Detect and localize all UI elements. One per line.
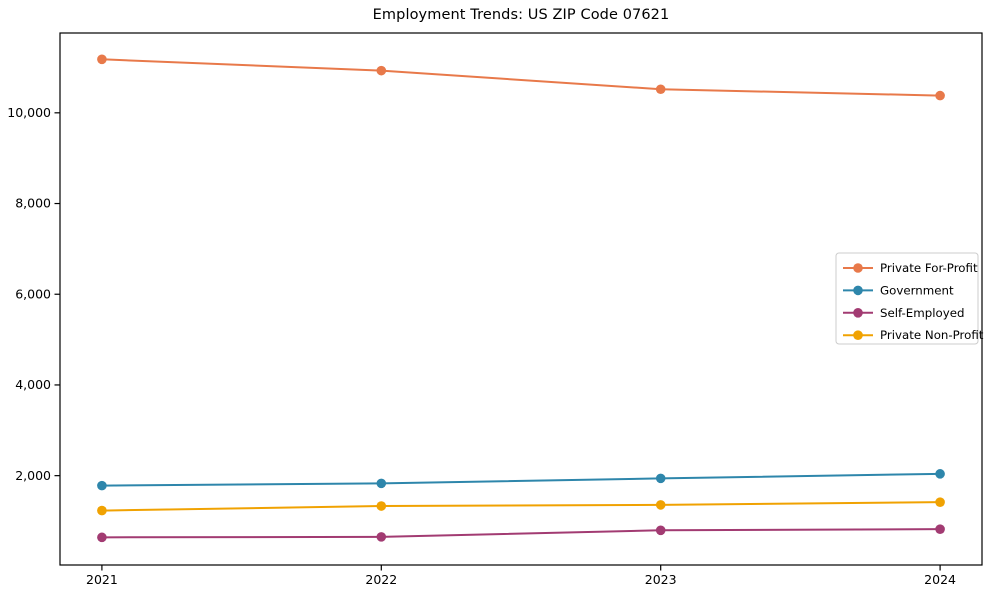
y-axis-tick-label: 6,000 — [15, 286, 51, 301]
x-axis-tick-label: 2024 — [924, 572, 956, 587]
data-point — [935, 524, 945, 534]
x-axis-tick-label: 2021 — [86, 572, 118, 587]
data-point — [376, 532, 387, 542]
data-point — [935, 497, 945, 507]
data-point — [655, 500, 666, 510]
data-point — [935, 90, 945, 101]
data-point — [935, 469, 945, 479]
data-point — [655, 473, 666, 484]
legend-item-private-non-profit: Private Non-Profit — [843, 328, 984, 342]
x-axis-tick-label: 2023 — [645, 572, 677, 587]
legend-item-self-employed: Self-Employed — [843, 306, 964, 320]
legend-label: Private Non-Profit — [880, 328, 984, 342]
legend-item-government: Government — [843, 283, 954, 297]
data-point — [97, 505, 107, 516]
series-line-self-employed — [101, 528, 941, 539]
data-point — [376, 65, 387, 76]
y-axis-tick-label: 8,000 — [15, 196, 51, 211]
data-point — [376, 501, 387, 511]
y-axis-tick-label: 2,000 — [15, 468, 51, 483]
data-point — [376, 478, 387, 489]
legend-marker-sample — [853, 263, 863, 273]
legend-box — [835, 252, 979, 345]
legend-marker-sample — [853, 285, 863, 296]
y-axis-tick-label: 10,000 — [7, 105, 51, 120]
legend-label: Self-Employed — [880, 306, 964, 320]
data-point — [97, 480, 107, 491]
series-line-private-for-profit — [101, 58, 941, 97]
y-axis-tick-label: 4,000 — [15, 377, 51, 392]
legend-label: Private For-Profit — [880, 261, 978, 275]
data-point — [97, 54, 107, 65]
series-line-government — [101, 472, 941, 487]
x-axis-tick-label: 2022 — [365, 572, 397, 587]
legend: Private For-Profit Government Self-Employe… — [835, 252, 984, 345]
legend-marker-sample — [853, 308, 863, 318]
plot-frame — [59, 32, 983, 566]
chart-title: Employment Trends: US ZIP Code 07621 — [372, 7, 670, 23]
legend-item-private-for-profit: Private For-Profit — [843, 261, 978, 275]
data-point — [97, 532, 107, 543]
legend-marker-sample — [853, 330, 863, 341]
legend-label: Government — [880, 283, 954, 297]
series-line-private-non-profit — [101, 501, 941, 512]
data-point — [655, 525, 666, 536]
data-point — [655, 84, 666, 95]
